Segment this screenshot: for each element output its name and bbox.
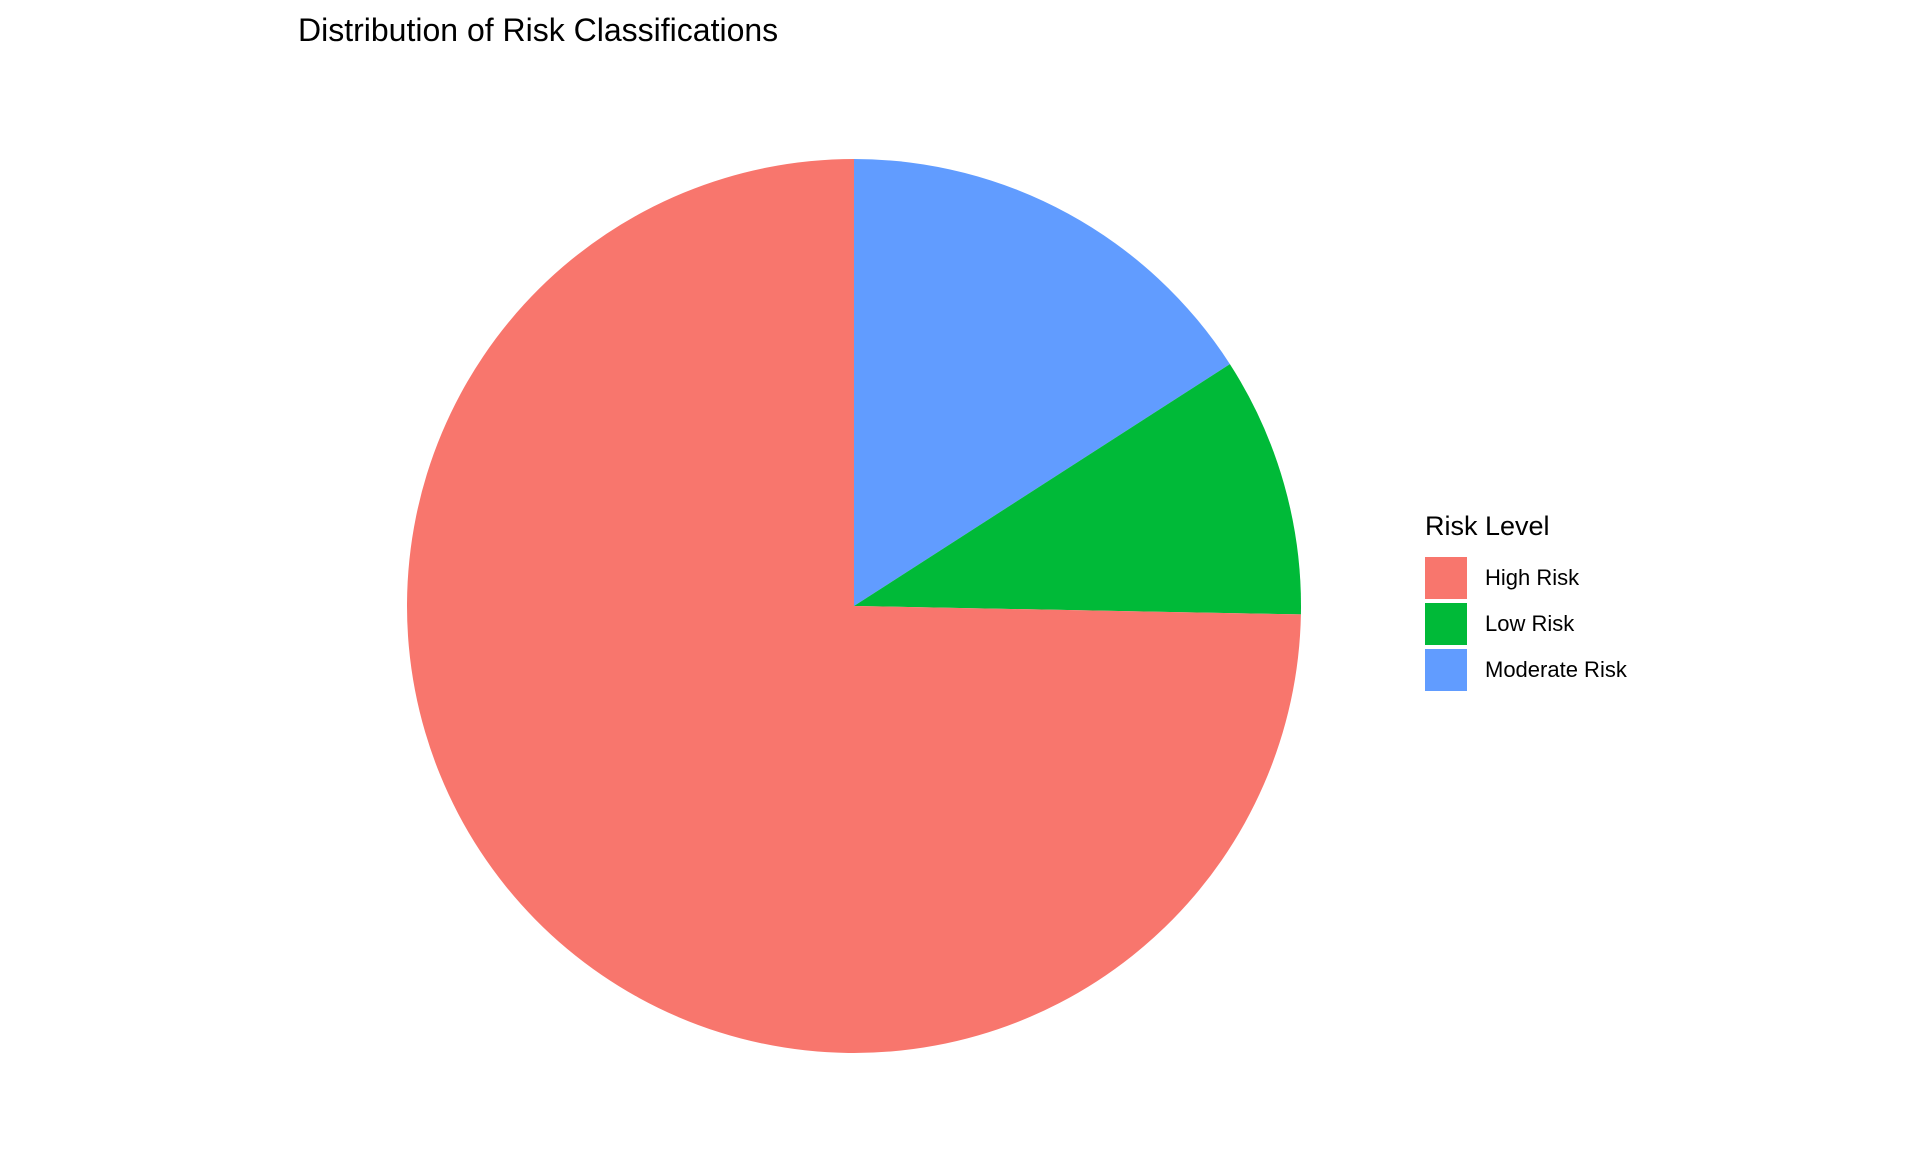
legend: Risk Level High Risk Low Risk Moderate Ris… — [1425, 508, 1627, 693]
chart-title: Distribution of Risk Classifications — [298, 12, 779, 48]
legend-item-moderate-risk: Moderate Risk — [1425, 647, 1627, 693]
legend-label-low-risk: Low Risk — [1485, 611, 1575, 636]
legend-item-high-risk: High Risk — [1425, 555, 1627, 601]
pie-slice-low-risk — [854, 364, 1301, 615]
legend-title: Risk Level — [1425, 511, 1550, 541]
pie-slice-moderate-risk — [854, 159, 1230, 606]
legend-items: High Risk Low Risk Moderate Risk — [1425, 555, 1627, 693]
legend-label-moderate-risk: Moderate Risk — [1485, 657, 1627, 682]
legend-label-high-risk: High Risk — [1485, 565, 1580, 590]
pie-slice-high-risk — [406, 159, 1301, 1053]
legend-item-low-risk: Low Risk — [1425, 601, 1627, 647]
legend-swatch-high-risk — [1425, 557, 1467, 599]
legend-swatch-low-risk — [1425, 603, 1467, 645]
legend-swatch-moderate-risk — [1425, 649, 1467, 691]
